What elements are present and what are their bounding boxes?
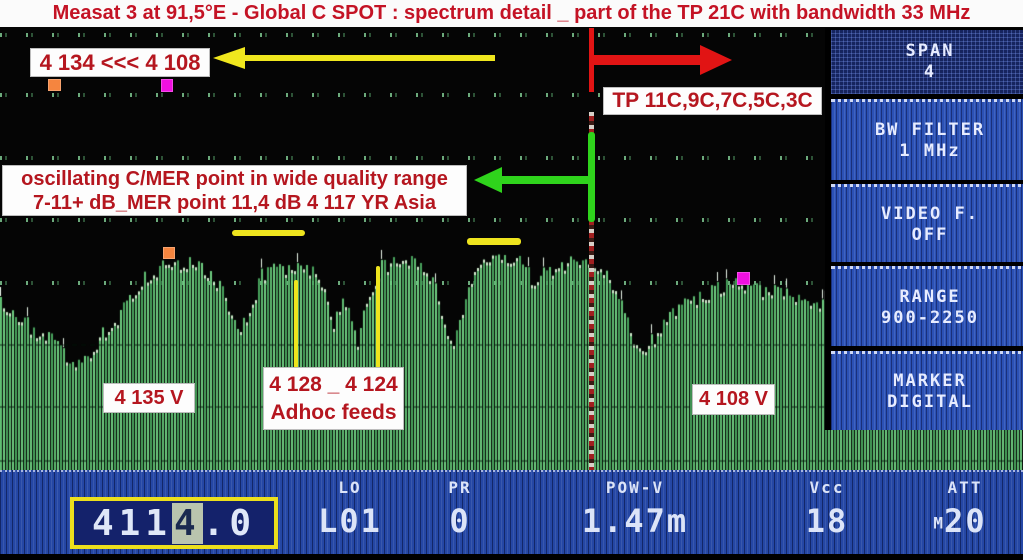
orange-trace-marker bbox=[163, 247, 175, 259]
span-button-value: 4 bbox=[923, 62, 937, 82]
range-button[interactable]: RANGE 900-2250 bbox=[831, 266, 1023, 346]
lo-value: L01 bbox=[318, 502, 382, 540]
video-filter-button-value: OFF bbox=[911, 224, 949, 245]
red-arrow-right-icon bbox=[700, 45, 732, 75]
range-button-value: 900-2250 bbox=[881, 307, 979, 328]
red-arrow-shaft bbox=[594, 55, 702, 65]
yellow-underline-segment bbox=[467, 238, 521, 245]
sidebar-menu: SPAN 4 BW FILTER 1 MHz VIDEO F. OFF RANG… bbox=[825, 28, 1023, 430]
oscillating-line1: oscillating C/MER point in wide quality … bbox=[21, 167, 448, 190]
freq-pair-text: 4 134 <<< 4 108 bbox=[39, 49, 201, 75]
video-filter-button-label: VIDEO F. bbox=[881, 203, 979, 224]
yellow-vertical-marker bbox=[376, 266, 380, 368]
span-button[interactable]: SPAN 4 bbox=[831, 30, 1023, 94]
pow-v-value: 1.47m bbox=[581, 502, 689, 540]
yellow-arrow-left-icon bbox=[213, 47, 245, 69]
range-button-label: RANGE bbox=[899, 286, 961, 307]
pr-label: PR bbox=[448, 478, 472, 497]
frequency-digits: .0 bbox=[202, 502, 257, 544]
green-arrow-shaft bbox=[500, 176, 592, 184]
center-marker-dashed-line bbox=[589, 112, 594, 470]
att-value: M20 bbox=[905, 502, 1015, 540]
label-4108: 4 108 V bbox=[692, 384, 775, 415]
label-4128-4124: 4 128 _ 4 124 Adhoc feeds bbox=[263, 367, 404, 430]
label-4128-line1: 4 128 _ 4 124 bbox=[269, 372, 398, 396]
yellow-arrow-shaft bbox=[243, 55, 495, 61]
span-button-label: SPAN bbox=[905, 41, 955, 61]
bw-filter-button-value: 1 MHz bbox=[899, 141, 961, 161]
magenta-trace-marker bbox=[737, 272, 750, 285]
vcc-value: 18 bbox=[805, 502, 849, 540]
pow-v-label: POW-V bbox=[605, 478, 665, 497]
status-bar: 411 4.0 LO L01 PR 0 POW-V 1.47m Vcc 18 AT… bbox=[0, 470, 1023, 554]
bw-filter-button-label: BW FILTER bbox=[874, 120, 986, 140]
label-4108-text: 4 108 V bbox=[699, 388, 768, 410]
att-value-prefix: M bbox=[933, 513, 945, 533]
label-4135-text: 4 135 V bbox=[114, 386, 184, 409]
label-4135: 4 135 V bbox=[103, 383, 195, 413]
frequency-cursor-digit: 4 bbox=[171, 502, 203, 544]
tp-list-text: TP 11C,9C,7C,5C,3C bbox=[612, 89, 813, 112]
lo-label: LO bbox=[338, 478, 362, 497]
frequency-digits: 411 bbox=[91, 502, 172, 544]
vcc-label: Vcc bbox=[809, 478, 845, 497]
video-filter-button[interactable]: VIDEO F. OFF bbox=[831, 184, 1023, 262]
magenta-legend-marker bbox=[161, 79, 173, 92]
att-label: ATT bbox=[947, 478, 983, 497]
green-arrow-left-icon bbox=[474, 167, 502, 193]
marker-button-label: MARKER bbox=[893, 371, 967, 391]
orange-legend-marker bbox=[48, 79, 61, 91]
title-bar: Measat 3 at 91,5°E - Global C SPOT : spe… bbox=[0, 0, 1023, 27]
label-4128-line2: Adhoc feeds bbox=[270, 400, 397, 424]
pr-value: 0 bbox=[449, 502, 471, 540]
tp-list-callout: TP 11C,9C,7C,5C,3C bbox=[603, 87, 822, 115]
oscillating-line2: 7-11+ dB_MER point 11,4 dB 4 117 YR Asia bbox=[33, 191, 436, 214]
frequency-input[interactable]: 411 4.0 bbox=[70, 497, 278, 549]
center-marker-red-line bbox=[589, 28, 594, 92]
marker-button-value: DIGITAL bbox=[887, 392, 973, 412]
marker-button[interactable]: MARKER DIGITAL bbox=[831, 351, 1023, 430]
att-value-number: 20 bbox=[944, 502, 987, 540]
yellow-underline-segment bbox=[232, 230, 305, 236]
freq-pair-callout: 4 134 <<< 4 108 bbox=[30, 48, 210, 77]
page-title: Measat 3 at 91,5°E - Global C SPOT : spe… bbox=[52, 2, 971, 24]
oscillating-callout: oscillating C/MER point in wide quality … bbox=[2, 165, 467, 216]
bw-filter-button[interactable]: BW FILTER 1 MHz bbox=[831, 99, 1023, 180]
yellow-vertical-marker bbox=[294, 280, 298, 368]
